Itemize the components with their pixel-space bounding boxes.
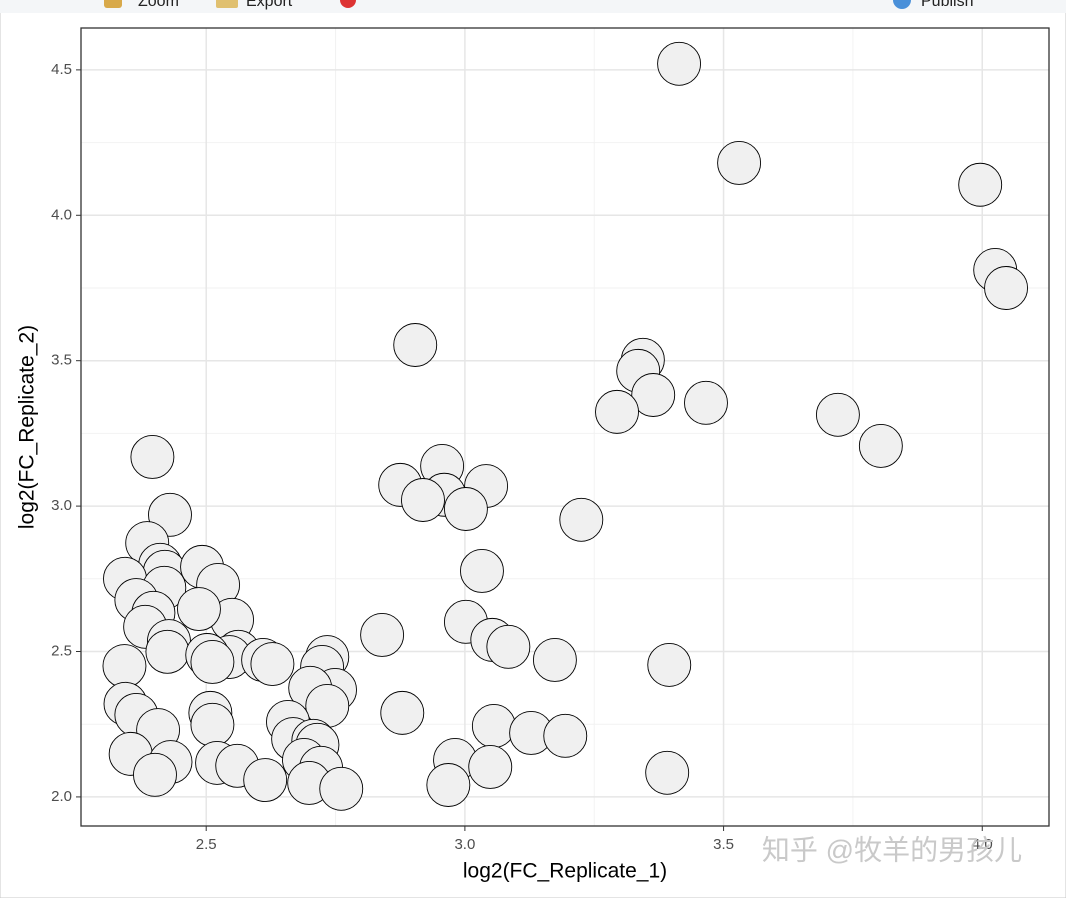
x-tick-label: 3.0: [454, 836, 475, 853]
point: [468, 745, 513, 789]
y-tick-label: 2.5: [51, 642, 72, 659]
point: [133, 752, 177, 797]
point: [645, 750, 690, 795]
publish-icon[interactable]: [893, 0, 911, 9]
x-tick-label: 4.0: [972, 836, 993, 853]
point: [684, 380, 728, 425]
point: [486, 624, 531, 669]
point: [631, 373, 676, 417]
point: [190, 702, 235, 747]
y-tick-label: 4.5: [51, 61, 72, 78]
point: [190, 640, 235, 684]
point: [559, 497, 604, 542]
export-icon[interactable]: [216, 0, 238, 8]
x-tick-label: 3.5: [713, 836, 734, 853]
point: [401, 478, 445, 522]
point: [443, 487, 488, 531]
y-tick-label: 3.0: [51, 497, 72, 514]
point: [102, 644, 147, 689]
point: [243, 758, 288, 803]
zoom-button[interactable]: Zoom: [138, 0, 179, 10]
y-tick-label: 3.5: [51, 352, 72, 369]
x-axis-title: log2(FC_Replicate_1): [463, 860, 667, 883]
point: [471, 704, 516, 748]
point: [595, 389, 639, 434]
x-tick-label: 2.5: [196, 836, 217, 853]
point: [145, 629, 190, 674]
point: [380, 690, 425, 735]
y-tick-label: 4.0: [51, 206, 72, 223]
toolbar: [0, 0, 1066, 13]
point: [815, 392, 860, 437]
point: [319, 766, 364, 811]
point: [717, 140, 762, 185]
point: [426, 763, 471, 807]
plot-border: [80, 27, 1050, 827]
export-button[interactable]: Export: [246, 0, 293, 10]
publish-button[interactable]: Publish: [921, 0, 973, 10]
y-axis-title: log2(FC_Replicate_2): [16, 325, 39, 529]
point: [250, 642, 295, 686]
point: [657, 41, 702, 86]
point: [647, 642, 692, 687]
clear-icon[interactable]: [340, 0, 356, 8]
y-tick-label: 2.0: [51, 788, 72, 805]
point: [543, 713, 588, 758]
zoom-icon[interactable]: [104, 0, 122, 8]
point: [958, 162, 1003, 207]
point: [130, 435, 175, 479]
point: [460, 549, 504, 593]
point: [360, 612, 405, 657]
point: [984, 266, 1029, 310]
point: [532, 637, 577, 682]
point: [858, 423, 903, 468]
point: [393, 323, 438, 367]
point: [177, 587, 221, 632]
watermark: 知乎 @牧羊的男孩儿: [762, 834, 1022, 865]
